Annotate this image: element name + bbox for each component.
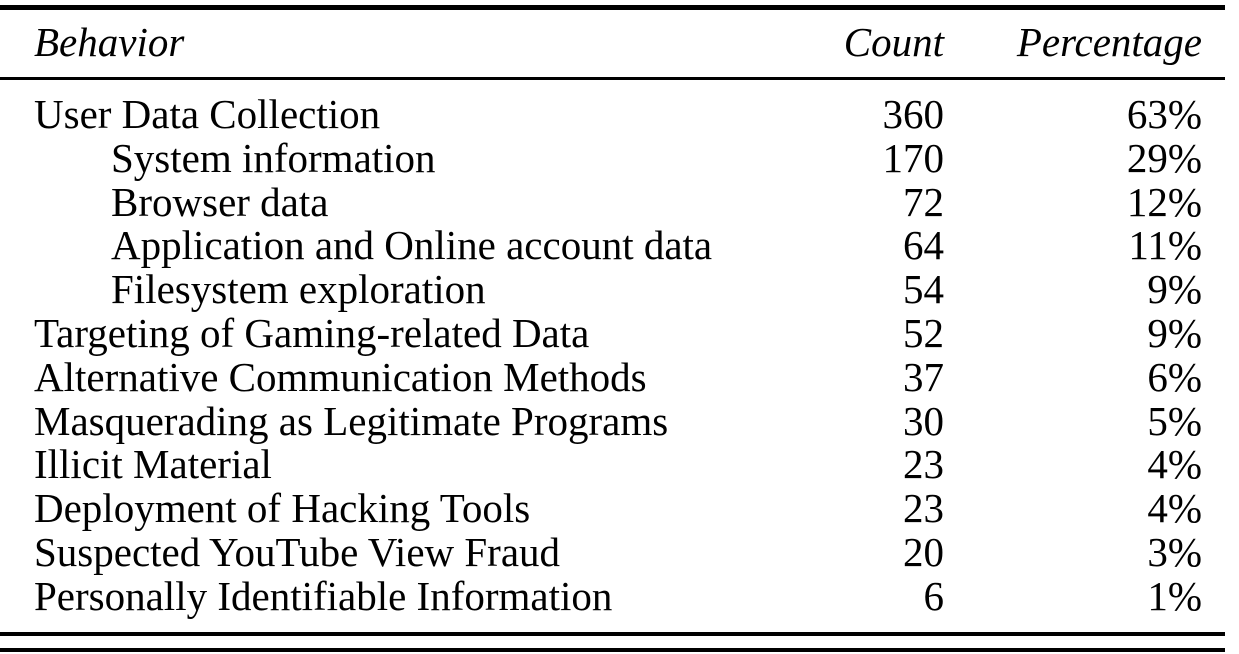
- percentage-cell: 12%: [1126, 178, 1202, 225]
- behavior-cell: Alternative Communication Methods: [34, 353, 647, 400]
- behavior-cell: Browser data: [111, 178, 329, 225]
- percentage-cell: 5%: [1147, 397, 1202, 444]
- percentage-cell: 1%: [1147, 572, 1202, 619]
- table-row: System information 170 29%: [0, 136, 1239, 180]
- table-row: Filesystem exploration 54 9%: [0, 267, 1239, 311]
- behavior-cell: Targeting of Gaming-related Data: [34, 309, 590, 356]
- count-cell: 170: [882, 134, 945, 181]
- table-row: Masquerading as Legitimate Programs 30 5…: [0, 399, 1239, 443]
- count-cell: 30: [903, 397, 944, 444]
- behavior-cell: Illicit Material: [34, 441, 272, 488]
- table-row: Deployment of Hacking Tools 23 4%: [0, 486, 1239, 530]
- count-cell: 23: [903, 485, 944, 532]
- percentage-cell: 6%: [1147, 353, 1202, 400]
- bottom-rule: [0, 648, 1225, 652]
- behavior-cell: Masquerading as Legitimate Programs: [34, 397, 669, 444]
- count-cell: 360: [882, 91, 945, 137]
- table-row: Targeting of Gaming-related Data 52 9%: [0, 311, 1239, 355]
- count-cell: 64: [903, 222, 944, 269]
- table-row: Illicit Material 23 4%: [0, 442, 1239, 486]
- percentage-cell: 3%: [1147, 528, 1202, 575]
- table-row: Alternative Communication Methods 37 6%: [0, 355, 1239, 399]
- percentage-cell: 9%: [1147, 266, 1202, 313]
- table-row: Browser data 72 12%: [0, 180, 1239, 224]
- count-cell: 23: [903, 441, 944, 488]
- table-row: Personally Identifiable Information 6 1%: [0, 574, 1239, 618]
- bottom-rule: [0, 632, 1225, 636]
- behavior-cell: Personally Identifiable Information: [34, 572, 613, 619]
- header-percentage: Percentage: [1016, 19, 1202, 65]
- count-cell: 52: [903, 309, 944, 356]
- behavior-cell: Suspected YouTube View Fraud: [34, 528, 561, 575]
- percentage-cell: 4%: [1147, 441, 1202, 488]
- count-cell: 20: [903, 528, 944, 575]
- header-behavior: Behavior: [34, 19, 185, 65]
- percentage-cell: 4%: [1147, 485, 1202, 532]
- count-cell: 54: [903, 266, 944, 313]
- table-row: Suspected YouTube View Fraud 20 3%: [0, 530, 1239, 574]
- count-cell: 72: [903, 178, 944, 225]
- percentage-cell: 29%: [1126, 134, 1202, 181]
- table-row: User Data Collection 360 63%: [0, 92, 1239, 136]
- header-count: Count: [843, 19, 944, 65]
- header-rule: [0, 77, 1225, 80]
- percentage-cell: 9%: [1147, 309, 1202, 356]
- count-cell: 6: [923, 572, 945, 619]
- behavior-cell: User Data Collection: [34, 91, 381, 137]
- top-rule: [0, 5, 1225, 10]
- behavior-cell: Application and Online account data: [111, 222, 713, 269]
- behavior-cell: Deployment of Hacking Tools: [34, 485, 531, 532]
- percentage-cell: 63%: [1126, 91, 1202, 137]
- behavior-cell: Filesystem exploration: [111, 266, 486, 313]
- table-row: Application and Online account data 64 1…: [0, 223, 1239, 267]
- count-cell: 37: [903, 353, 944, 400]
- behavior-cell: System information: [111, 134, 436, 181]
- table-body: User Data Collection 360 63% System info…: [0, 92, 1239, 618]
- percentage-cell: 11%: [1128, 222, 1202, 269]
